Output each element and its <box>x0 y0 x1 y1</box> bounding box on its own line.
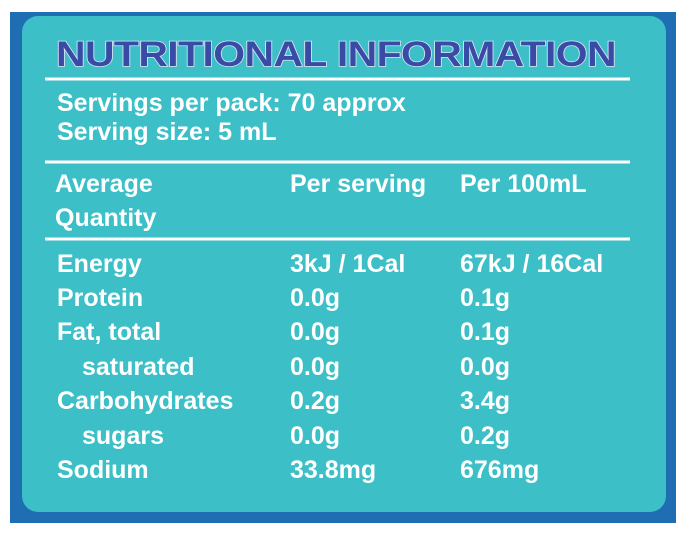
header-cell: Per serving <box>290 170 426 198</box>
cell: 0.0g <box>290 284 340 312</box>
cell: 67kJ / 16Cal <box>460 250 603 278</box>
cell: 33.8mg <box>290 456 376 484</box>
row-label: Carbohydrates <box>57 387 233 415</box>
row-label: saturated <box>82 353 195 381</box>
row-label: Fat, total <box>57 318 161 346</box>
header-cell: Per 100mL <box>460 170 586 198</box>
cell: 3.4g <box>460 387 510 415</box>
row-label: Sodium <box>57 456 149 484</box>
cell: 0.0g <box>460 353 510 381</box>
row-label: Energy <box>57 250 142 278</box>
cell: 0.0g <box>290 422 340 450</box>
cell: 0.0g <box>290 318 340 346</box>
cell: 0.2g <box>460 422 510 450</box>
row-label: sugars <box>82 422 164 450</box>
title: NUTRITIONAL INFORMATION <box>56 35 616 74</box>
cell: 0.1g <box>460 284 510 312</box>
header-cell: Average <box>55 170 153 198</box>
cell: 0.1g <box>460 318 510 346</box>
cell: 3kJ / 1Cal <box>290 250 405 278</box>
serving-size: Serving size: 5 mL <box>57 118 277 146</box>
row-label: Protein <box>57 284 143 312</box>
cell: 676mg <box>460 456 539 484</box>
cell: 0.2g <box>290 387 340 415</box>
panel-background <box>22 16 666 512</box>
servings-per-pack: Servings per pack: 70 approx <box>57 89 406 117</box>
cell: 0.0g <box>290 353 340 381</box>
header-cell: Quantity <box>55 204 156 232</box>
